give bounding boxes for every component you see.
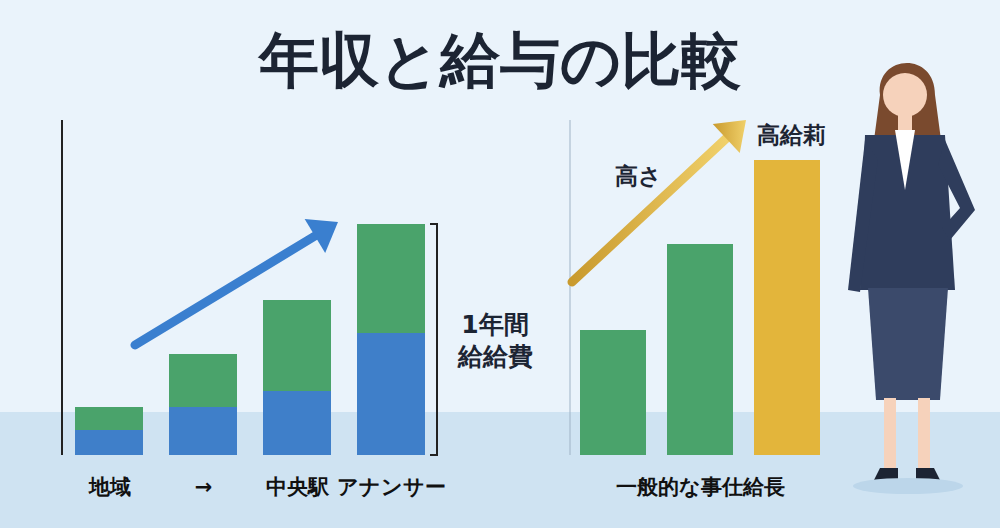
svg-text:1年間給給費: 1年間給給費 <box>457 310 533 371</box>
svg-text:高給莉: 高給莉 <box>757 122 826 148</box>
svg-text:アナンサー: アナンサー <box>337 475 446 499</box>
svg-text:中央駅: 中央駅 <box>266 475 330 499</box>
svg-text:→: → <box>195 475 213 499</box>
svg-text:一般的な事仕給長: 一般的な事仕給長 <box>616 475 785 499</box>
svg-text:高さ: 高さ <box>615 163 662 189</box>
svg-text:地域: 地域 <box>88 475 131 499</box>
html-text:年収と給与の比較: 年収と給与の比較 <box>259 25 741 95</box>
